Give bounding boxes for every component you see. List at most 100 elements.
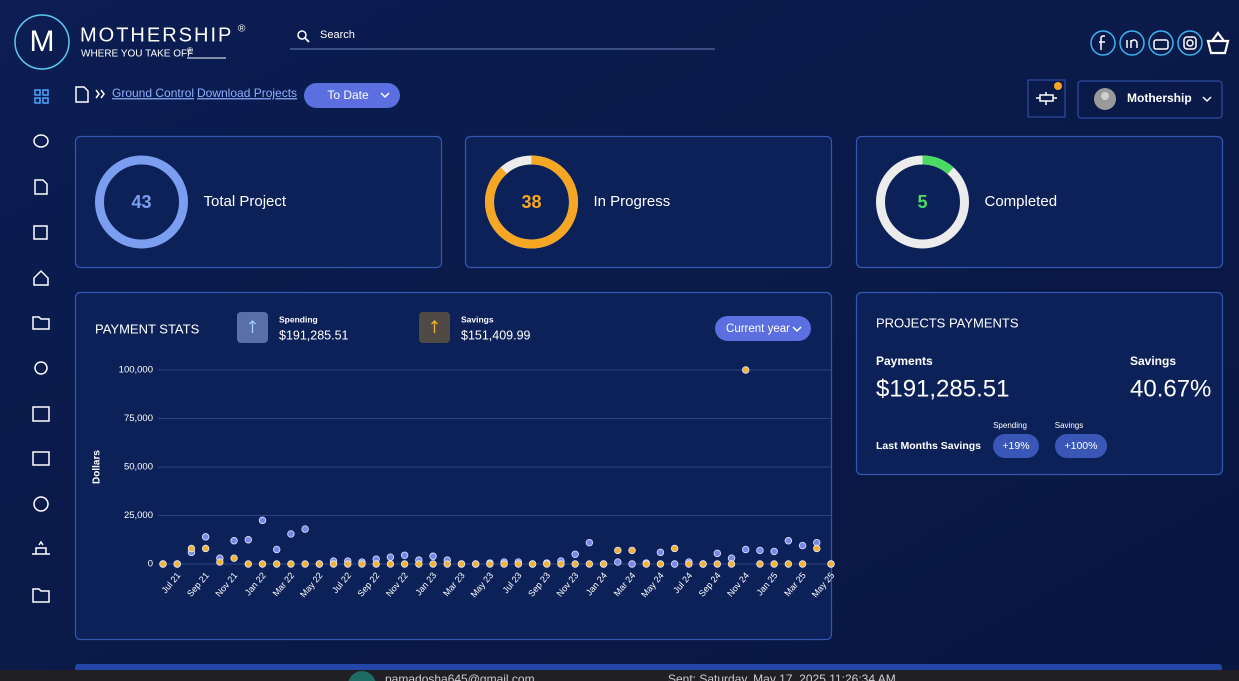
instagram-glyph [1186, 39, 1194, 47]
breadcrumb-separator [95, 89, 105, 99]
data-point [628, 546, 636, 555]
search-input[interactable]: Search [320, 29, 355, 41]
data-point [670, 560, 679, 568]
data-point [742, 545, 750, 554]
nav-dashboard[interactable] [34, 89, 49, 104]
data-point [443, 560, 451, 568]
data-point [713, 560, 721, 568]
data-point [216, 558, 224, 566]
nav-documents[interactable] [34, 179, 48, 195]
facebook-icon[interactable] [1090, 30, 1116, 56]
y-tick-label: 100,000 [119, 365, 153, 376]
data-point [571, 550, 579, 558]
payments-value: $191,285.51 [876, 375, 1009, 402]
chevron [380, 92, 390, 99]
nav-calendar[interactable] [32, 406, 50, 422]
data-point [628, 560, 636, 568]
data-point [585, 538, 594, 547]
panel-title: PROJECTS PAYMENTS [876, 315, 1019, 330]
pill [993, 434, 1039, 458]
data-point [415, 560, 423, 568]
sidebar [32, 89, 50, 603]
savings-value: 40.67% [1130, 375, 1211, 402]
data-point [230, 537, 238, 545]
data-point [784, 560, 793, 568]
satellite-icon [1036, 92, 1057, 105]
brand-mark: ® [238, 24, 246, 35]
data-point [329, 560, 338, 568]
data-point [258, 516, 267, 525]
logo-ring [14, 14, 70, 70]
pill [1055, 434, 1107, 458]
satellite-button[interactable] [1027, 79, 1066, 118]
data-point [244, 560, 252, 568]
panel-title: PAYMENT STATS [95, 321, 200, 336]
period-label: Current year [726, 323, 790, 335]
breadcrumb-link[interactable]: Ground Control [112, 86, 194, 100]
data-point [656, 548, 665, 557]
nav-payments[interactable] [32, 540, 50, 555]
data-point [571, 560, 579, 568]
stat-value: 38 [521, 192, 541, 212]
y-tick-label: 0 [148, 559, 153, 570]
nav-video[interactable] [32, 451, 50, 466]
data-point [230, 554, 238, 562]
nav-home[interactable] [33, 269, 49, 286]
data-point [713, 549, 721, 558]
chevron [792, 326, 802, 333]
data-point [742, 366, 750, 374]
stat-label: Total Project [204, 193, 287, 210]
stat-label: In Progress [594, 193, 671, 210]
user-name: Mothership [1127, 91, 1192, 105]
data-point [273, 545, 281, 554]
data-point [173, 560, 181, 568]
data-point [756, 560, 764, 568]
instagram-icon[interactable] [1177, 30, 1203, 56]
brand: MOTHERSHIP [80, 24, 233, 46]
savings-label: Savings [1130, 354, 1176, 368]
data-point [798, 541, 807, 550]
period-filter[interactable] [715, 316, 811, 341]
y-tick-label: 75,000 [124, 413, 153, 424]
data-point [273, 560, 281, 568]
data-point [798, 560, 807, 568]
search-icon [304, 37, 310, 43]
data-point [756, 546, 764, 555]
sent-time: Sent: Saturday, May 17, 2025 11:26:34 AM [668, 672, 896, 681]
notification-dot [1054, 82, 1062, 90]
nav-settings[interactable] [34, 361, 48, 375]
nav-add[interactable] [33, 496, 49, 512]
user-menu[interactable] [1077, 80, 1223, 119]
data-point [301, 525, 309, 533]
pill-caption: Spending [993, 421, 1027, 430]
nav-favorites[interactable] [32, 316, 50, 330]
data-point [244, 536, 252, 544]
nav-reports[interactable] [33, 225, 48, 240]
date-filter[interactable] [304, 83, 400, 108]
breadcrumb-link[interactable]: Download Projects [197, 86, 297, 100]
legend-label: Spending [279, 314, 318, 324]
data-point [656, 560, 665, 568]
nav-messages[interactable] [33, 134, 49, 148]
nav-folder[interactable] [32, 588, 50, 603]
breadcrumb-icon [75, 86, 89, 103]
arrow [431, 320, 438, 333]
data-point [699, 560, 707, 568]
linkedin-icon[interactable] [1119, 30, 1145, 56]
data-point [344, 560, 352, 568]
logo-letter: M [30, 25, 55, 58]
legend-label: Savings [461, 314, 494, 324]
cart-icon[interactable] [1206, 31, 1230, 55]
overlay-window [0, 670, 1239, 681]
instagram-glyph [1183, 36, 1197, 50]
data-point [514, 560, 523, 568]
data-point [315, 560, 324, 568]
data-point [827, 560, 835, 568]
data-point [429, 560, 437, 568]
youtube-icon[interactable] [1148, 30, 1174, 56]
data-point [770, 547, 778, 556]
payment-stats-panel [74, 291, 833, 641]
data-point [258, 560, 267, 568]
avatar [1101, 92, 1109, 100]
